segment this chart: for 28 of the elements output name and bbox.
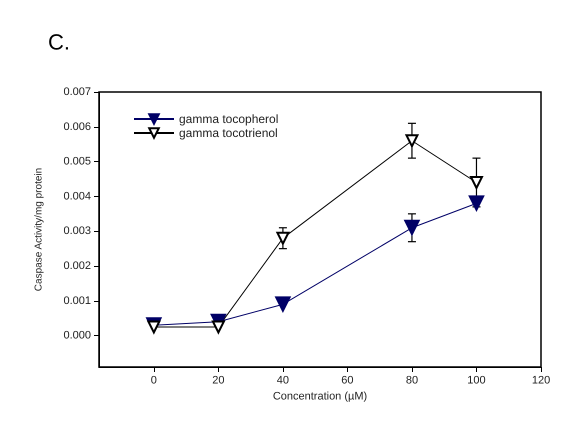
x-axis-title: Concentration (µM) bbox=[272, 390, 368, 402]
point bbox=[274, 296, 291, 312]
x-tick-label: 40 bbox=[276, 374, 290, 386]
point bbox=[147, 320, 160, 334]
legend-label: gamma tocotrienol bbox=[179, 126, 278, 140]
x-tick-label: 80 bbox=[406, 374, 418, 386]
y-axis-title: Caspase Activity/mg protein bbox=[34, 168, 44, 292]
point bbox=[212, 320, 225, 334]
chart-title: C. bbox=[48, 30, 70, 54]
y-tick-label: 0.003 bbox=[63, 225, 91, 238]
x-tick-label: 0 bbox=[150, 374, 157, 386]
y-tick-label: 0.000 bbox=[63, 330, 91, 342]
point bbox=[404, 220, 420, 236]
point bbox=[276, 232, 290, 245]
point bbox=[470, 176, 483, 190]
x-tick-label: 20 bbox=[212, 374, 224, 386]
x-tick-label: 120 bbox=[532, 374, 550, 386]
point bbox=[405, 134, 418, 148]
y-tick-label: 0.002 bbox=[63, 260, 91, 272]
y-tick-label: 0.007 bbox=[63, 86, 91, 98]
x-tick-label: 100 bbox=[467, 374, 486, 386]
point bbox=[468, 195, 484, 212]
x-tick-label: 60 bbox=[341, 374, 354, 386]
y-tick-label: 0.001 bbox=[63, 294, 91, 307]
y-tick-label: 0.006 bbox=[63, 120, 91, 133]
y-tick-label: 0.005 bbox=[63, 156, 91, 168]
y-tick-label: 0.004 bbox=[63, 190, 91, 202]
legend-label: gamma tocopherol bbox=[179, 112, 278, 126]
